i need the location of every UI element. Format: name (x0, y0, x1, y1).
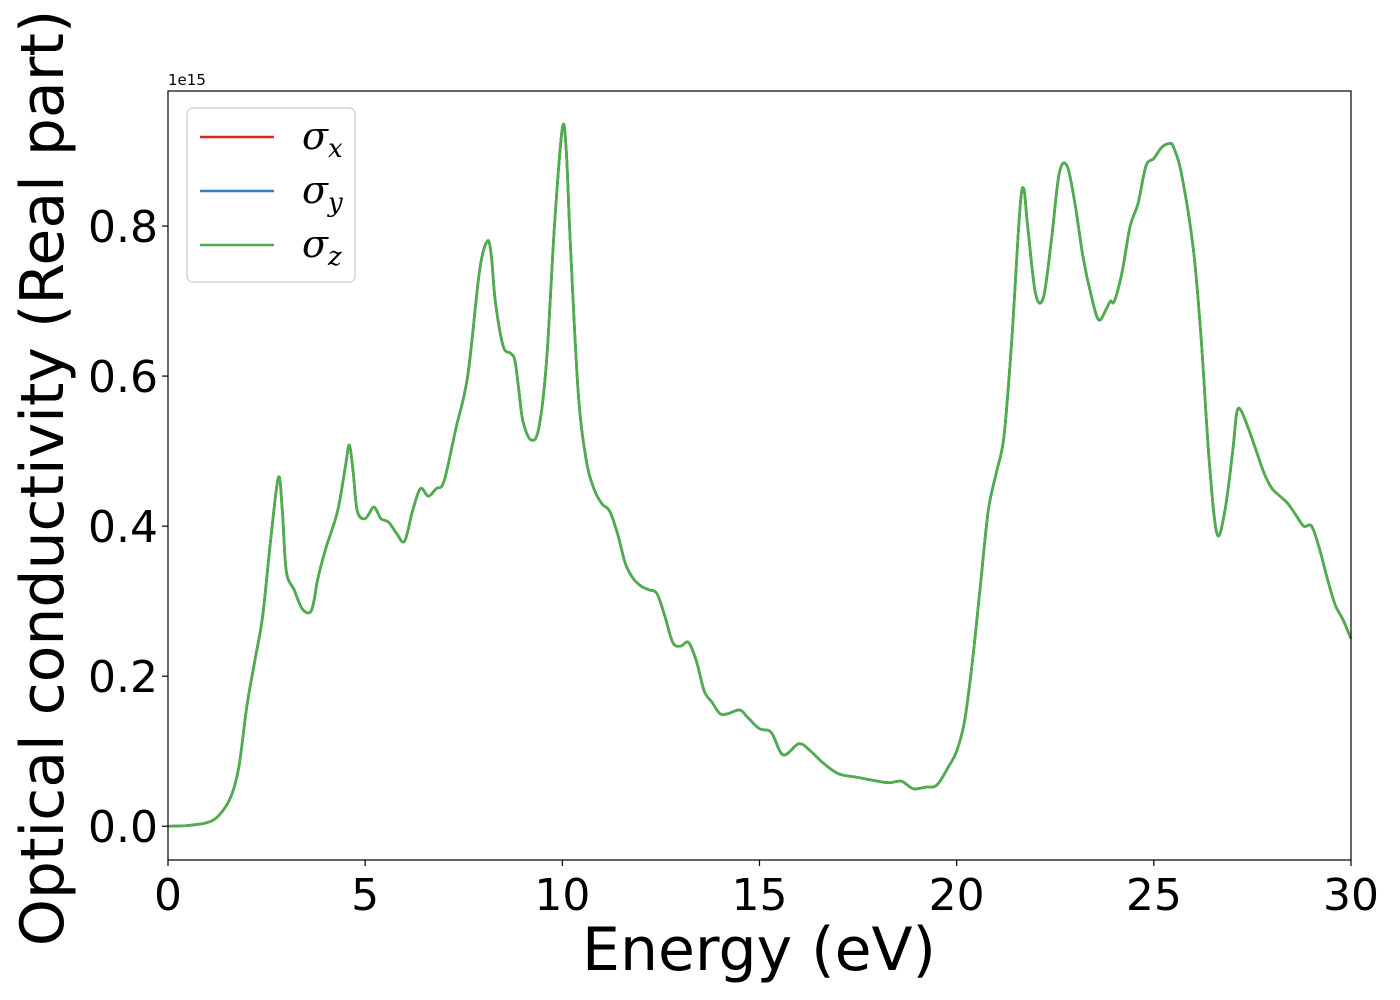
x-axis-ticks: 0 5 10 15 20 25 30 (154, 860, 1379, 921)
legend-label-x: σx (302, 114, 343, 164)
y-axis-ticks: 0.0 0.2 0.4 0.6 0.8 (88, 202, 168, 853)
y-axis-offset-label: 1e15 (168, 71, 206, 89)
y-axis-label: Optical conductivity (Real part) (8, 10, 78, 947)
x-tick-label: 20 (929, 870, 985, 921)
x-tick-label: 5 (351, 870, 379, 921)
y-tick-label: 0.2 (88, 652, 158, 703)
y-tick-label: 0.0 (88, 802, 158, 853)
x-tick-label: 15 (732, 870, 788, 921)
y-tick-label: 0.8 (88, 202, 158, 253)
series-layer (167, 122, 1353, 828)
x-tick-label: 0 (154, 870, 182, 921)
x-tick-label: 10 (534, 870, 590, 921)
y-tick-label: 0.4 (88, 502, 158, 553)
series-line-z (167, 122, 1353, 828)
x-axis-label: Energy (eV) (582, 915, 936, 985)
x-tick-label: 25 (1126, 870, 1182, 921)
y-tick-label: 0.6 (88, 352, 158, 403)
legend-box (186, 107, 356, 283)
x-tick-label: 30 (1323, 870, 1379, 921)
